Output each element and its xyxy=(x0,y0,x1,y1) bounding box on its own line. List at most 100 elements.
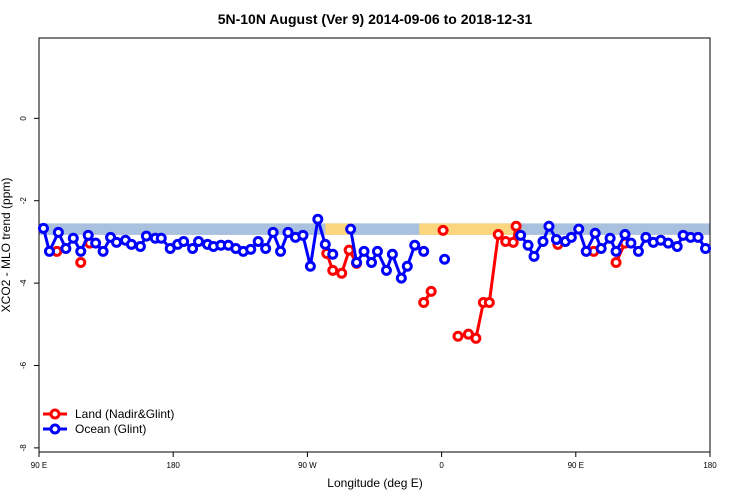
data-point xyxy=(507,236,519,248)
data-point xyxy=(371,245,383,257)
data-point xyxy=(604,232,616,244)
data-point xyxy=(425,285,437,297)
data-point xyxy=(75,245,87,257)
data-point xyxy=(580,245,592,257)
data-point xyxy=(470,332,482,344)
data-point xyxy=(358,245,370,257)
data-point xyxy=(619,228,631,240)
data-point xyxy=(282,226,294,238)
data-point xyxy=(187,243,199,255)
data-point xyxy=(692,231,704,243)
data-point xyxy=(343,244,355,256)
data-point xyxy=(589,227,601,239)
data-point xyxy=(401,260,413,272)
data-point xyxy=(640,231,652,243)
plot-frame xyxy=(38,37,711,453)
x-tick-label: 90 W xyxy=(298,461,317,470)
data-point xyxy=(522,239,534,251)
legend-marker xyxy=(49,408,61,420)
data-point xyxy=(510,220,522,232)
band-land xyxy=(419,223,520,235)
data-point xyxy=(492,228,504,240)
data-point xyxy=(327,264,339,276)
data-point xyxy=(380,264,392,276)
data-point xyxy=(409,239,421,251)
data-point xyxy=(134,240,146,252)
data-point xyxy=(595,243,607,255)
legend-label: Land (Nadir&Glint) xyxy=(75,407,174,421)
data-point xyxy=(366,257,378,269)
band xyxy=(39,223,710,235)
x-tick-label: 0 xyxy=(439,461,444,470)
data-point xyxy=(82,229,94,241)
y-axis-label: XCO2 - MLO trend (ppm) xyxy=(0,178,13,313)
data-point xyxy=(67,232,79,244)
data-point xyxy=(252,235,264,247)
data-point xyxy=(671,240,683,252)
band-land xyxy=(325,223,353,235)
x-axis-label: Longitude (deg E) xyxy=(327,476,422,490)
series-line xyxy=(325,226,627,341)
data-point xyxy=(267,226,279,238)
legend-label: Ocean (Glint) xyxy=(75,422,146,436)
data-point xyxy=(97,245,109,257)
data-point xyxy=(178,235,190,247)
x-tick-label: 180 xyxy=(703,461,717,470)
data-point xyxy=(52,226,64,238)
data-point xyxy=(565,231,577,243)
data-point xyxy=(662,237,674,249)
data-point xyxy=(43,245,55,257)
data-point xyxy=(90,237,102,249)
data-point xyxy=(395,272,407,284)
data-point xyxy=(700,243,712,255)
data-point xyxy=(140,230,152,242)
data-point xyxy=(319,238,331,250)
legend: Land (Nadir&Glint)Ocean (Glint) xyxy=(43,407,174,436)
data-point xyxy=(345,223,357,235)
data-point xyxy=(386,248,398,260)
y-tick-label: -8 xyxy=(19,444,28,452)
x-tick-label: 90 E xyxy=(31,461,47,470)
data-point xyxy=(245,243,257,255)
data-point xyxy=(550,233,562,245)
data-point xyxy=(543,220,555,232)
x-tick-label: 180 xyxy=(167,461,181,470)
data-point xyxy=(260,243,272,255)
x-tick-label: 90 E xyxy=(568,461,584,470)
data-point xyxy=(537,235,549,247)
y-tick-label: -2 xyxy=(19,197,28,205)
data-point xyxy=(327,248,339,260)
data-point xyxy=(437,224,449,236)
data-point xyxy=(297,229,309,241)
y-tick-label: 0 xyxy=(19,116,28,121)
y-tick-label: -4 xyxy=(19,279,28,287)
data-point xyxy=(193,235,205,247)
data-point xyxy=(60,243,72,255)
data-point xyxy=(275,245,287,257)
data-point xyxy=(483,296,495,308)
data-point xyxy=(75,257,87,269)
data-point xyxy=(418,296,430,308)
data-point xyxy=(336,267,348,279)
legend-marker xyxy=(49,423,61,435)
data-point xyxy=(439,253,451,265)
data-point xyxy=(610,245,622,257)
data-point xyxy=(111,236,123,248)
data-point xyxy=(625,237,637,249)
y-tick-label: -6 xyxy=(19,361,28,369)
data-point xyxy=(125,238,137,250)
data-point xyxy=(351,257,363,269)
data-point xyxy=(610,257,622,269)
data-point xyxy=(515,229,527,241)
data-point xyxy=(573,223,585,235)
data-point xyxy=(418,245,430,257)
data-point xyxy=(528,250,540,262)
data-point xyxy=(304,260,316,272)
data-point xyxy=(452,330,464,342)
data-point xyxy=(37,222,49,234)
data-point xyxy=(632,245,644,257)
data-point xyxy=(155,232,167,244)
data-point xyxy=(312,213,324,225)
chart-title: 5N-10N August (Ver 9) 2014-09-06 to 2018… xyxy=(218,11,533,27)
